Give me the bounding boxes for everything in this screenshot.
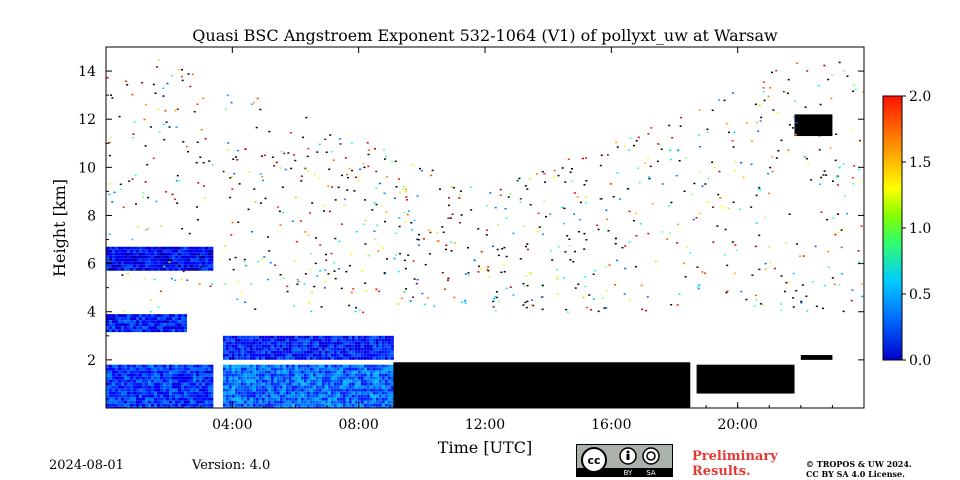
x-tick-label: 20:00 <box>717 417 757 433</box>
x-tick-label: 08:00 <box>338 417 378 433</box>
y-tick-label: 6 <box>87 257 96 273</box>
preliminary-line-2: Results. <box>692 464 751 479</box>
by-text: BY <box>624 469 633 476</box>
plot-area <box>106 47 864 408</box>
x-axis: 04:00 08:00 12:00 16:00 20:00 <box>137 47 833 433</box>
colorbar-tick-label: 1.0 <box>909 221 931 237</box>
copyright-line-2: CC BY SA 4.0 License. <box>806 469 905 479</box>
x-tick-label: 12:00 <box>465 417 505 433</box>
version-label: Version: 4.0 <box>192 458 271 473</box>
cc-badge-icon: cc BY SA <box>577 447 672 477</box>
x-axis-label: Time [UTC] <box>438 438 532 457</box>
colorbar-tick-label: 0.5 <box>909 287 931 303</box>
region-values-0 <box>106 364 214 408</box>
region-masked-6 <box>696 364 795 394</box>
region-masked-7 <box>794 114 833 137</box>
cc-text: cc <box>587 454 600 467</box>
y-axis-label: Height [km] <box>50 179 69 277</box>
preliminary-notice: Preliminary Results. <box>692 449 778 479</box>
sa-icon <box>642 447 660 465</box>
cc-license-badge: cc BY SA <box>576 444 673 477</box>
colorbar-ticks: 0.0 0.5 1.0 1.5 2.0 <box>902 89 931 369</box>
data-gap <box>213 47 223 408</box>
sa-text: SA <box>646 469 656 476</box>
chart-title: Quasi BSC Angstroem Exponent 532-1064 (V… <box>192 26 778 45</box>
region-masked-5 <box>393 362 691 408</box>
y-axis: 2 4 6 8 10 12 14 <box>78 64 864 385</box>
region-masked-8 <box>800 355 833 360</box>
y-tick-label: 12 <box>78 112 96 128</box>
region-values-3 <box>106 246 214 271</box>
region-values-4 <box>106 314 187 333</box>
y-tick-label: 10 <box>78 160 96 176</box>
region-values-1 <box>222 364 394 408</box>
x-tick-label: 16:00 <box>591 417 631 433</box>
colorbar-tick-label: 0.0 <box>909 353 931 369</box>
preliminary-line-1: Preliminary <box>692 449 778 464</box>
y-tick-label: 2 <box>87 353 96 369</box>
y-tick-label: 8 <box>87 208 96 224</box>
x-tick-label: 04:00 <box>212 417 252 433</box>
copyright-notice: © TROPOS & UW 2024. CC BY SA 4.0 License… <box>806 459 912 479</box>
y-tick-label: 14 <box>78 64 96 80</box>
colorbar-tick-label: 1.5 <box>909 155 931 171</box>
date-label: 2024-08-01 <box>49 458 124 473</box>
colorbar <box>882 95 903 361</box>
copyright-line-1: © TROPOS & UW 2024. <box>806 459 912 469</box>
y-tick-label: 4 <box>87 305 96 321</box>
colorbar-tick-label: 2.0 <box>909 89 931 105</box>
region-values-2 <box>222 335 394 360</box>
